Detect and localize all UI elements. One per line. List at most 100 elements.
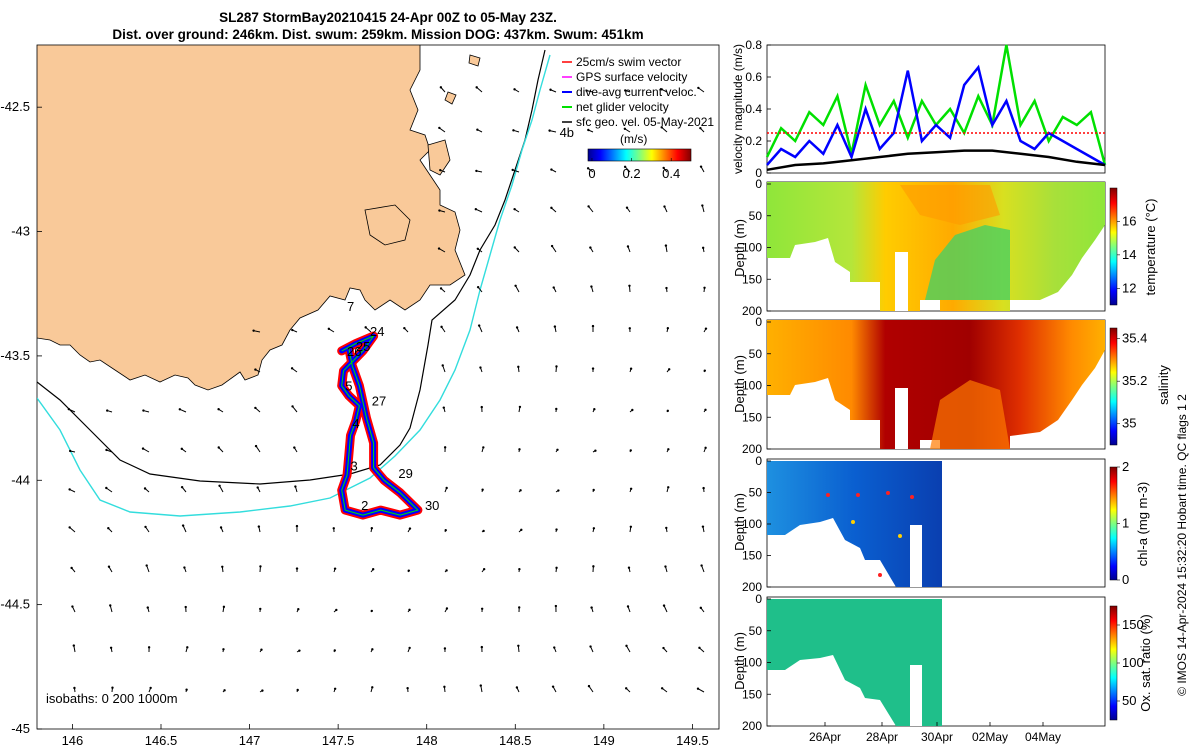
map-y-tick-label: -44	[11, 472, 30, 487]
current-arrow-head	[700, 564, 703, 567]
map-colorbar-tick-label: 0.2	[623, 166, 641, 181]
current-arrow-head	[439, 86, 443, 89]
salinity-orange-patch	[930, 380, 1010, 449]
cbar-tick-label: 16	[1122, 213, 1136, 228]
credit-text: © IMOS 14-Apr-2024 15:32:20 Hobart time.…	[1175, 394, 1189, 696]
chla-cbar-label: chl-a (mg m-3)	[1135, 482, 1150, 567]
net-glider-trail	[341, 335, 419, 516]
velocity-tick-label: 0.4	[745, 102, 762, 116]
chla-mid-point	[898, 534, 902, 538]
map-x-tick-label: 149.5	[676, 733, 709, 748]
chla-high-point	[910, 495, 914, 499]
current-arrow-head	[520, 528, 523, 532]
chla-high-point	[886, 491, 890, 495]
current-arrow-head	[407, 569, 410, 572]
current-arrow-head	[252, 329, 255, 332]
current-arrow-head	[625, 644, 628, 648]
map-colorbar-tick-label: 0	[588, 166, 595, 181]
current-arrow-head	[623, 127, 627, 131]
temperature-gap	[895, 252, 908, 311]
map-x-ticks: 146 146.5 147 147.5 148 148.5 149 149.5	[62, 724, 709, 748]
velocity-tick-label: 0.2	[745, 134, 762, 148]
time-tick-label: 26Apr	[809, 730, 841, 744]
current-arrow-head	[181, 524, 185, 527]
current-arrow-head	[73, 686, 76, 690]
day-label: 4	[352, 416, 359, 431]
current-arrow-head	[629, 449, 632, 452]
current-arrow-head	[296, 688, 299, 692]
oxygen-colorbar	[1109, 605, 1118, 721]
current-arrow-head	[667, 368, 671, 371]
day-label: 5	[345, 379, 352, 394]
depth-tick-label: 50	[749, 624, 763, 638]
current-arrow-head	[180, 485, 184, 489]
salinity-field	[767, 320, 1105, 449]
current-arrow-head	[662, 604, 666, 607]
current-arrow-head	[590, 285, 593, 288]
map-x-tick-label: 148.5	[499, 733, 532, 748]
current-arrow-head	[625, 206, 629, 209]
current-arrow-head	[589, 645, 592, 648]
temperature-ylabel: Depth (m)	[732, 219, 747, 277]
current-arrow-head	[477, 324, 481, 327]
current-arrow-head	[482, 567, 486, 571]
cbar-tick-label: 100	[1122, 655, 1144, 670]
current-arrow-head	[660, 126, 663, 129]
current-arrow-head	[221, 565, 224, 569]
current-arrow-head	[699, 126, 702, 130]
current-arrow-head	[549, 88, 552, 91]
current-arrow-head	[444, 528, 447, 532]
depth-tick-label: 200	[742, 719, 762, 733]
current-arrow-head	[587, 128, 590, 132]
current-arrow-head	[370, 609, 373, 613]
current-arrow-head	[371, 686, 374, 689]
depth-tick-label: 150	[742, 410, 762, 424]
current-arrow-head	[591, 367, 595, 370]
salinity-gap	[895, 388, 908, 449]
current-arrow-head	[327, 327, 331, 331]
current-arrow-head	[519, 489, 522, 492]
current-arrow-head	[551, 685, 555, 688]
cbar-tick-label: 1	[1122, 516, 1129, 531]
salinity-ylabel: Depth (m)	[732, 355, 747, 413]
current-arrow-head	[217, 408, 220, 411]
current-arrow-head	[254, 368, 257, 371]
temperature-cold-patch	[925, 225, 1010, 300]
temperature-y-ticks: 0 50 100 150 200	[742, 177, 771, 318]
current-arrow-head	[660, 88, 663, 91]
velocity-series	[765, 44, 1107, 172]
map-x-tick-label: 146.5	[145, 733, 178, 748]
current-arrow-head	[555, 566, 558, 570]
depth-tick-label: 200	[742, 304, 762, 318]
island-3	[444, 91, 457, 105]
day-label: 3	[351, 458, 358, 473]
oxygen-ylabel: Depth (m)	[732, 632, 747, 690]
salinity-y-ticks: 0 50 100 150 200	[742, 315, 771, 456]
current-arrow-head	[143, 487, 147, 490]
current-arrow-head	[554, 604, 558, 608]
current-arrow-head	[550, 206, 553, 210]
current-arrow-head	[518, 606, 521, 609]
day-label: 27	[372, 394, 386, 409]
current-arrow-head	[662, 646, 665, 650]
current-arrow-head	[291, 328, 294, 332]
velocity-tick-label: 0.8	[745, 38, 762, 52]
time-tick-label: 28Apr	[866, 730, 898, 744]
current-arrow-head	[295, 567, 299, 570]
temperature-colorbar	[1109, 187, 1118, 306]
cbar-tick-label: 35.2	[1122, 373, 1147, 388]
current-arrow-head	[371, 648, 374, 651]
day-label: 30	[425, 498, 439, 513]
current-arrow-head	[293, 446, 296, 449]
current-arrow-head	[106, 409, 109, 412]
oxygen-panel: Depth (m) 0 50 100 150 200 26Apr 28Apr 30Apr 02…	[732, 592, 1153, 744]
current-arrow-head	[259, 607, 262, 611]
map-x-tick-label: 147	[239, 733, 261, 748]
legend-net: net glider velocity	[576, 100, 669, 114]
depth-tick-label: 0	[755, 177, 762, 191]
current-arrow-head	[475, 169, 478, 173]
depth-tick-label: 100	[742, 517, 762, 531]
current-arrow-head	[290, 367, 294, 370]
current-arrow-head	[218, 484, 221, 488]
